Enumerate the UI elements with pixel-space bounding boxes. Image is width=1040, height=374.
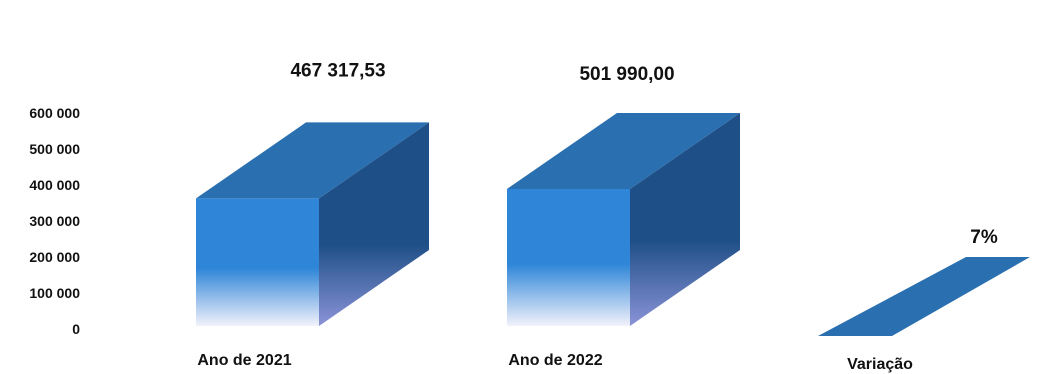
bar-side-face (319, 122, 429, 326)
x-tick-label: Variação (847, 356, 913, 373)
x-tick-label: Ano de 2022 (508, 352, 602, 369)
y-tick-label: 400 000 (29, 177, 80, 193)
y-tick-label: 600 000 (29, 105, 80, 121)
x-axis: Ano de 2021 Ano de 2022 Variação (197, 352, 913, 373)
bar-top-face (196, 122, 429, 199)
data-label: 501 990,00 (579, 64, 674, 85)
data-labels: 467 317,53 501 990,00 7% (290, 60, 997, 248)
y-tick-label: 200 000 (29, 249, 80, 265)
y-tick-label: 300 000 (29, 213, 80, 229)
y-tick-label: 0 (72, 321, 80, 337)
bar (818, 257, 1030, 336)
data-label: 467 317,53 (290, 60, 385, 81)
bar-front-face (196, 198, 319, 326)
x-tick-label: Ano de 2021 (197, 352, 291, 369)
bar (196, 122, 429, 326)
bar (507, 112, 740, 327)
data-label: 7% (970, 227, 998, 248)
y-tick-label: 100 000 (29, 285, 80, 301)
bar-top-face (507, 112, 740, 189)
y-tick-label: 500 000 (29, 141, 80, 157)
bars (196, 112, 1030, 336)
bar-side-face (630, 112, 740, 327)
y-axis: 600 000 500 000 400 000 300 000 200 000 100 0… (29, 105, 80, 337)
bar-front-face (507, 188, 630, 326)
bar-top-face (818, 257, 1030, 336)
